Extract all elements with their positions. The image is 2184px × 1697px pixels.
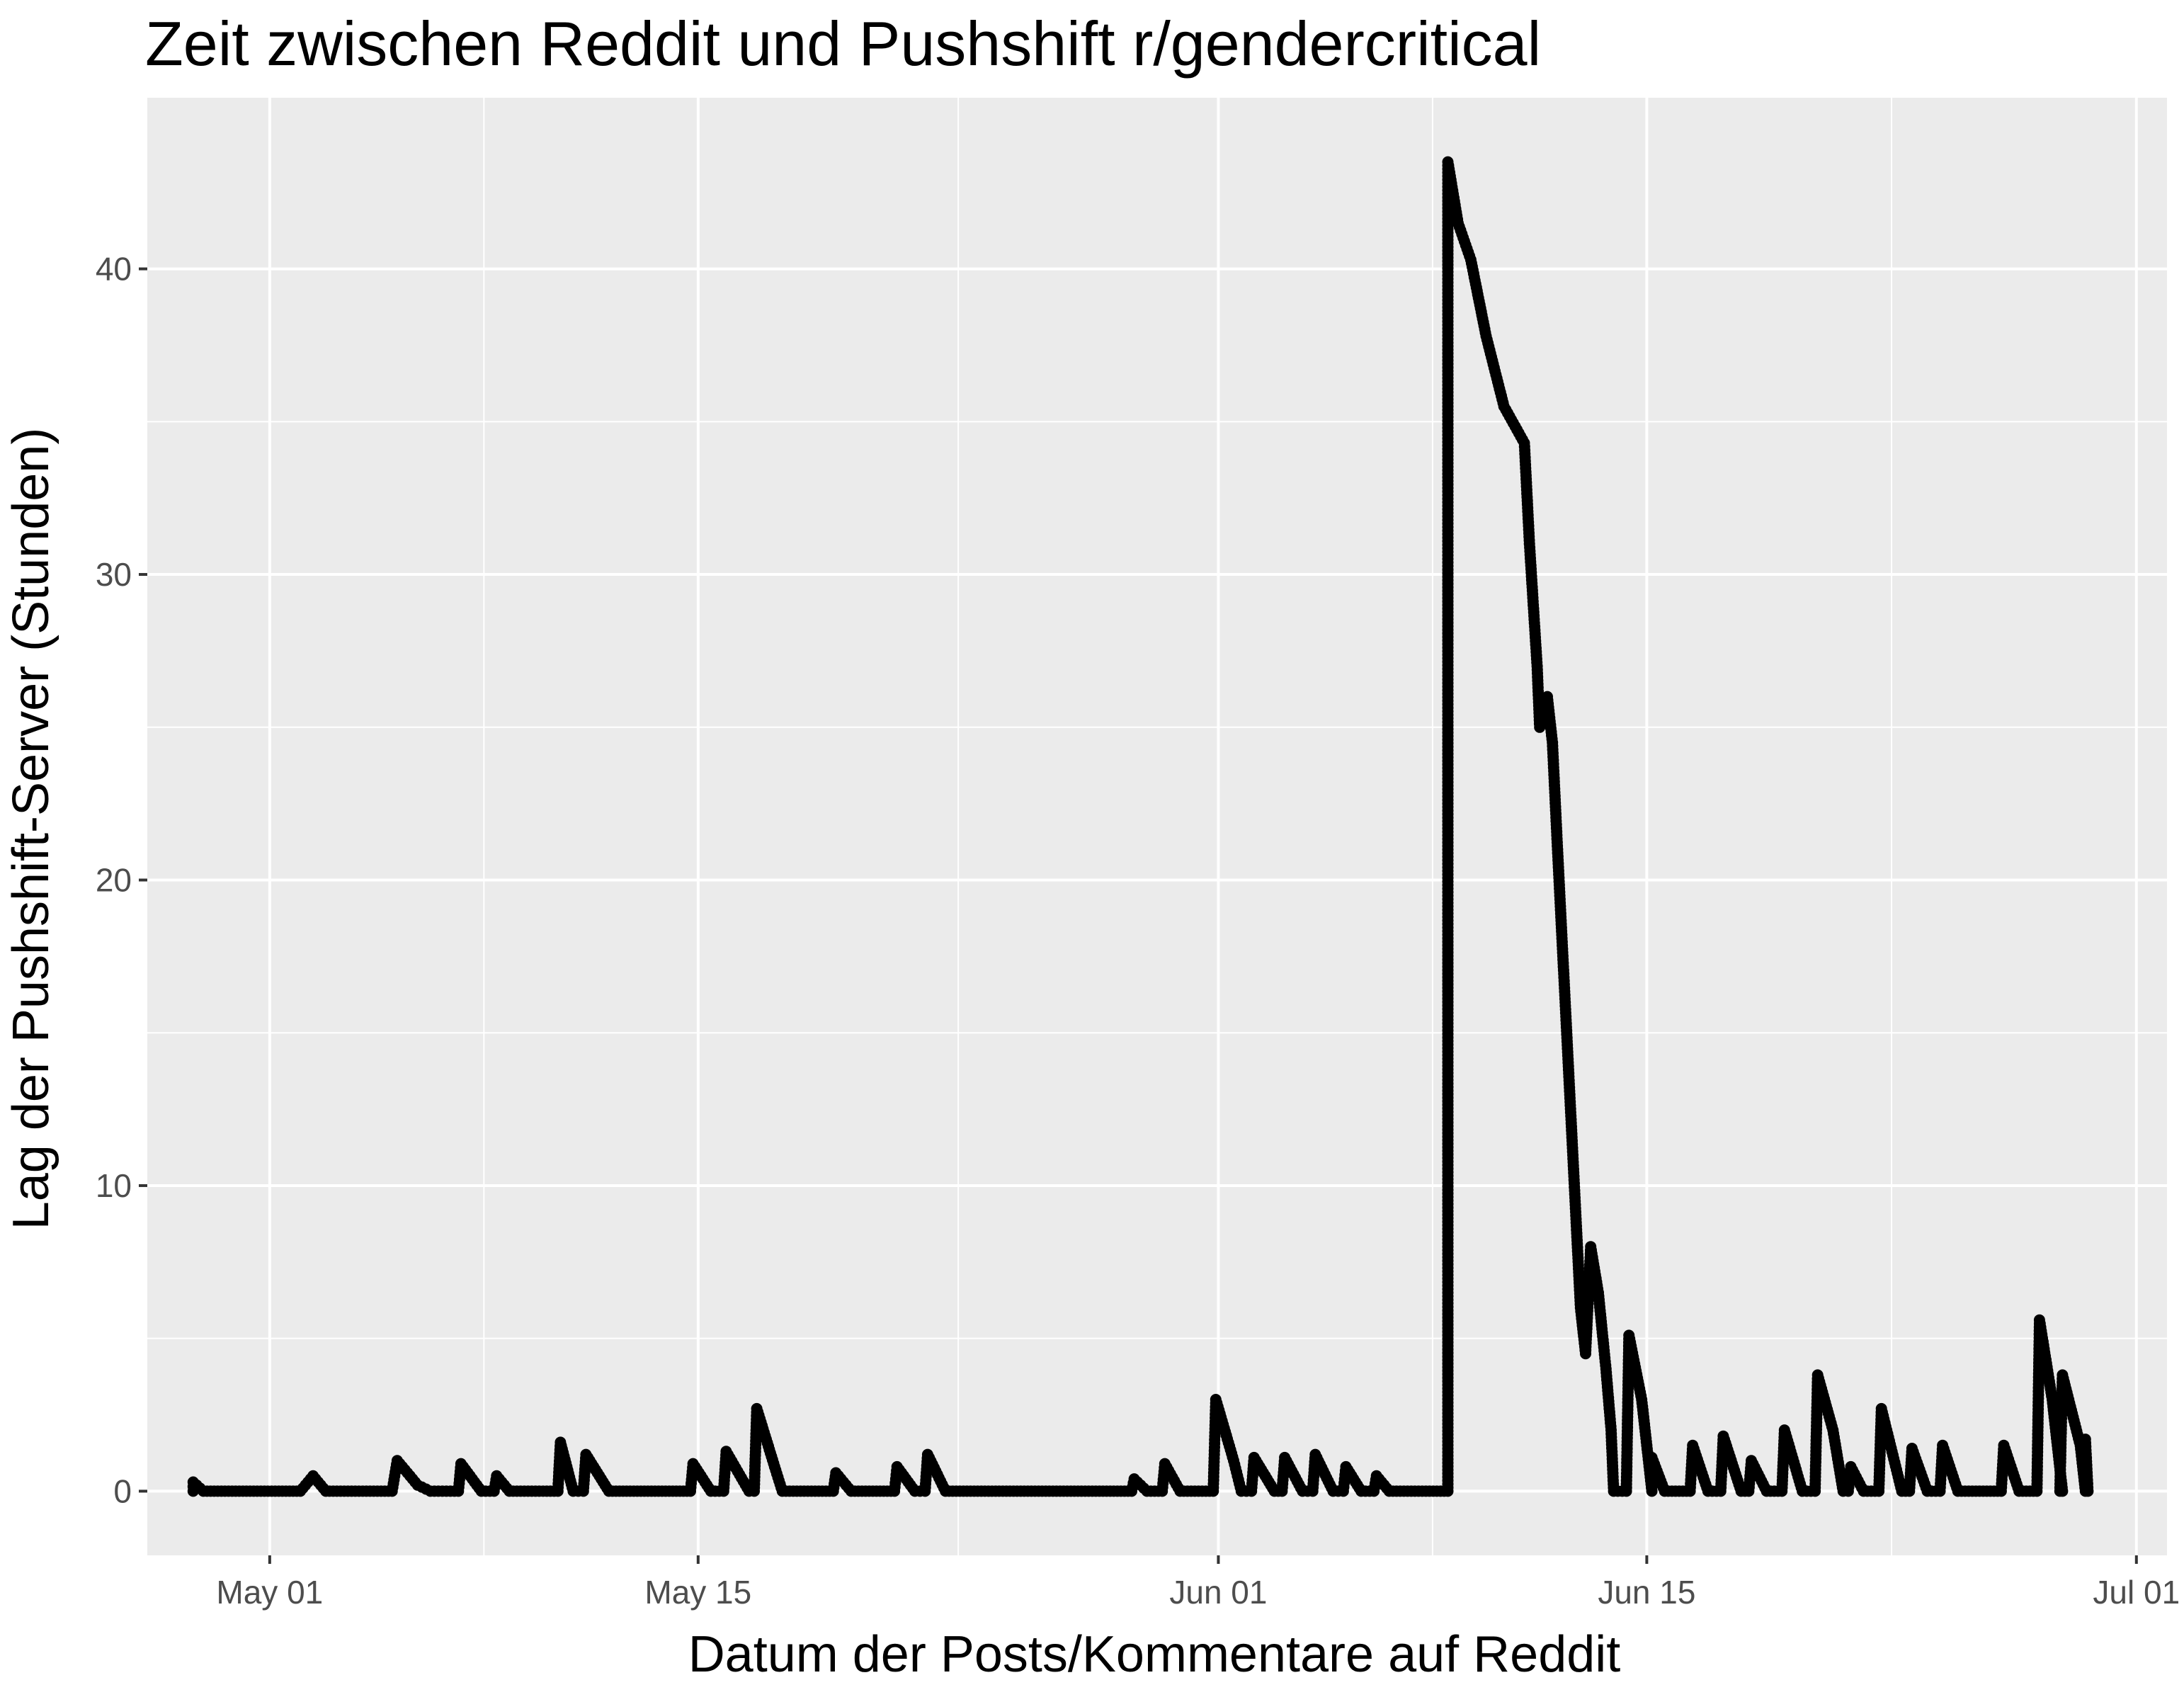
x-tick-label: Jun 01 [1169, 1574, 1267, 1611]
plot-panel [147, 98, 2167, 1555]
tick-labels: May 01 May 15 Jun 01 Jun 15 Jul 01 0 10 20 30 40 [96, 251, 2180, 1611]
data-point [2082, 1485, 2094, 1497]
x-tick-label: May 15 [644, 1574, 751, 1611]
y-tick-label: 0 [113, 1472, 132, 1509]
axis-ticks [139, 267, 2138, 1564]
chart-title: Zeit zwischen Reddit und Pushshift r/gen… [145, 8, 1541, 79]
x-tick-label: May 01 [216, 1574, 323, 1611]
y-tick-label: 20 [96, 862, 132, 899]
data-points [187, 156, 2094, 1497]
y-axis-title: Lag der Pushshift-Server (Stunden) [3, 428, 59, 1230]
x-tick-label: Jun 15 [1598, 1574, 1695, 1611]
y-tick-label: 40 [96, 251, 132, 288]
y-tick-label: 10 [96, 1167, 132, 1204]
y-tick-label: 30 [96, 556, 132, 593]
x-axis-title: Datum der Posts/Kommentare auf Reddit [688, 1626, 1621, 1683]
x-tick-label: Jul 01 [2093, 1574, 2180, 1611]
grid-minor [147, 98, 2167, 1555]
